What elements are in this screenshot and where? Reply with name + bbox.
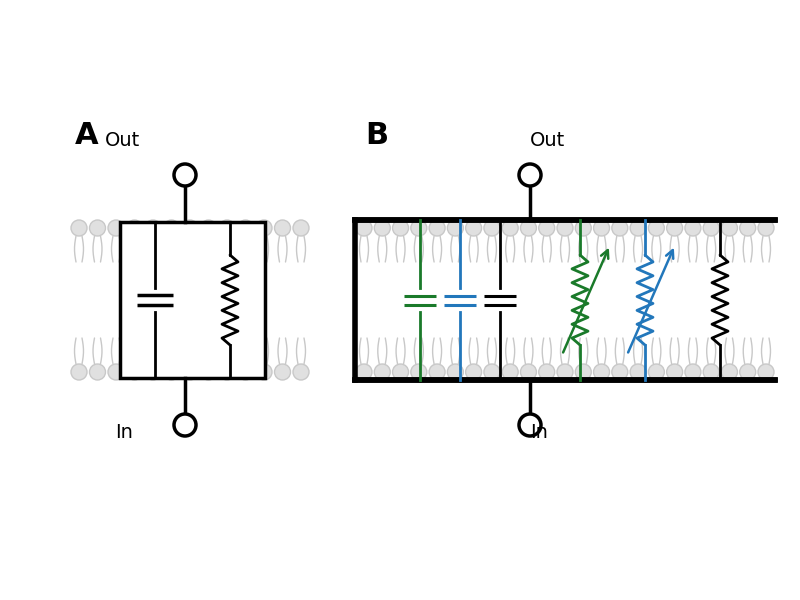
Circle shape: [648, 220, 664, 236]
Circle shape: [145, 364, 161, 380]
Circle shape: [666, 220, 682, 236]
Circle shape: [630, 220, 646, 236]
Circle shape: [163, 220, 179, 236]
Circle shape: [722, 364, 738, 380]
Circle shape: [411, 220, 427, 236]
Circle shape: [108, 220, 124, 236]
Circle shape: [575, 220, 591, 236]
Circle shape: [126, 220, 142, 236]
Circle shape: [666, 364, 682, 380]
Circle shape: [429, 364, 445, 380]
Circle shape: [219, 364, 235, 380]
Circle shape: [90, 364, 106, 380]
Circle shape: [612, 220, 628, 236]
Circle shape: [557, 364, 573, 380]
Circle shape: [466, 220, 482, 236]
Circle shape: [722, 220, 738, 236]
Circle shape: [182, 364, 198, 380]
Circle shape: [502, 364, 518, 380]
Text: B: B: [365, 121, 388, 150]
Circle shape: [238, 220, 254, 236]
Circle shape: [575, 364, 591, 380]
Circle shape: [758, 364, 774, 380]
Circle shape: [182, 220, 198, 236]
Circle shape: [201, 364, 217, 380]
Circle shape: [557, 220, 573, 236]
Text: In: In: [530, 423, 548, 442]
Circle shape: [521, 364, 537, 380]
Circle shape: [484, 220, 500, 236]
Circle shape: [447, 364, 463, 380]
Circle shape: [703, 364, 719, 380]
Circle shape: [519, 414, 541, 436]
Circle shape: [411, 364, 427, 380]
Circle shape: [429, 220, 445, 236]
Circle shape: [174, 414, 196, 436]
Circle shape: [594, 220, 610, 236]
Circle shape: [703, 220, 719, 236]
Text: Out: Out: [530, 131, 566, 150]
Circle shape: [108, 364, 124, 380]
Text: Out: Out: [105, 131, 140, 150]
Circle shape: [447, 220, 463, 236]
Circle shape: [256, 364, 272, 380]
Circle shape: [648, 364, 664, 380]
Circle shape: [630, 364, 646, 380]
Circle shape: [71, 220, 87, 236]
Circle shape: [90, 220, 106, 236]
Circle shape: [484, 364, 500, 380]
Circle shape: [201, 220, 217, 236]
Circle shape: [71, 364, 87, 380]
Circle shape: [356, 364, 372, 380]
Circle shape: [293, 364, 309, 380]
Circle shape: [126, 364, 142, 380]
Circle shape: [466, 364, 482, 380]
Circle shape: [740, 364, 756, 380]
Circle shape: [538, 364, 554, 380]
Circle shape: [145, 220, 161, 236]
Circle shape: [274, 220, 290, 236]
Circle shape: [594, 364, 610, 380]
Text: A: A: [75, 121, 98, 150]
Circle shape: [685, 364, 701, 380]
Circle shape: [685, 220, 701, 236]
Circle shape: [238, 364, 254, 380]
Circle shape: [256, 220, 272, 236]
Circle shape: [612, 364, 628, 380]
Circle shape: [374, 364, 390, 380]
Circle shape: [740, 220, 756, 236]
Text: In: In: [115, 423, 133, 442]
Circle shape: [174, 164, 196, 186]
Circle shape: [356, 220, 372, 236]
Circle shape: [393, 364, 409, 380]
Circle shape: [519, 164, 541, 186]
Circle shape: [538, 220, 554, 236]
Circle shape: [502, 220, 518, 236]
Circle shape: [293, 220, 309, 236]
Circle shape: [758, 220, 774, 236]
Circle shape: [393, 220, 409, 236]
Circle shape: [521, 220, 537, 236]
Bar: [120, 222, 265, 378]
Circle shape: [163, 364, 179, 380]
Circle shape: [374, 220, 390, 236]
Circle shape: [219, 220, 235, 236]
Circle shape: [274, 364, 290, 380]
